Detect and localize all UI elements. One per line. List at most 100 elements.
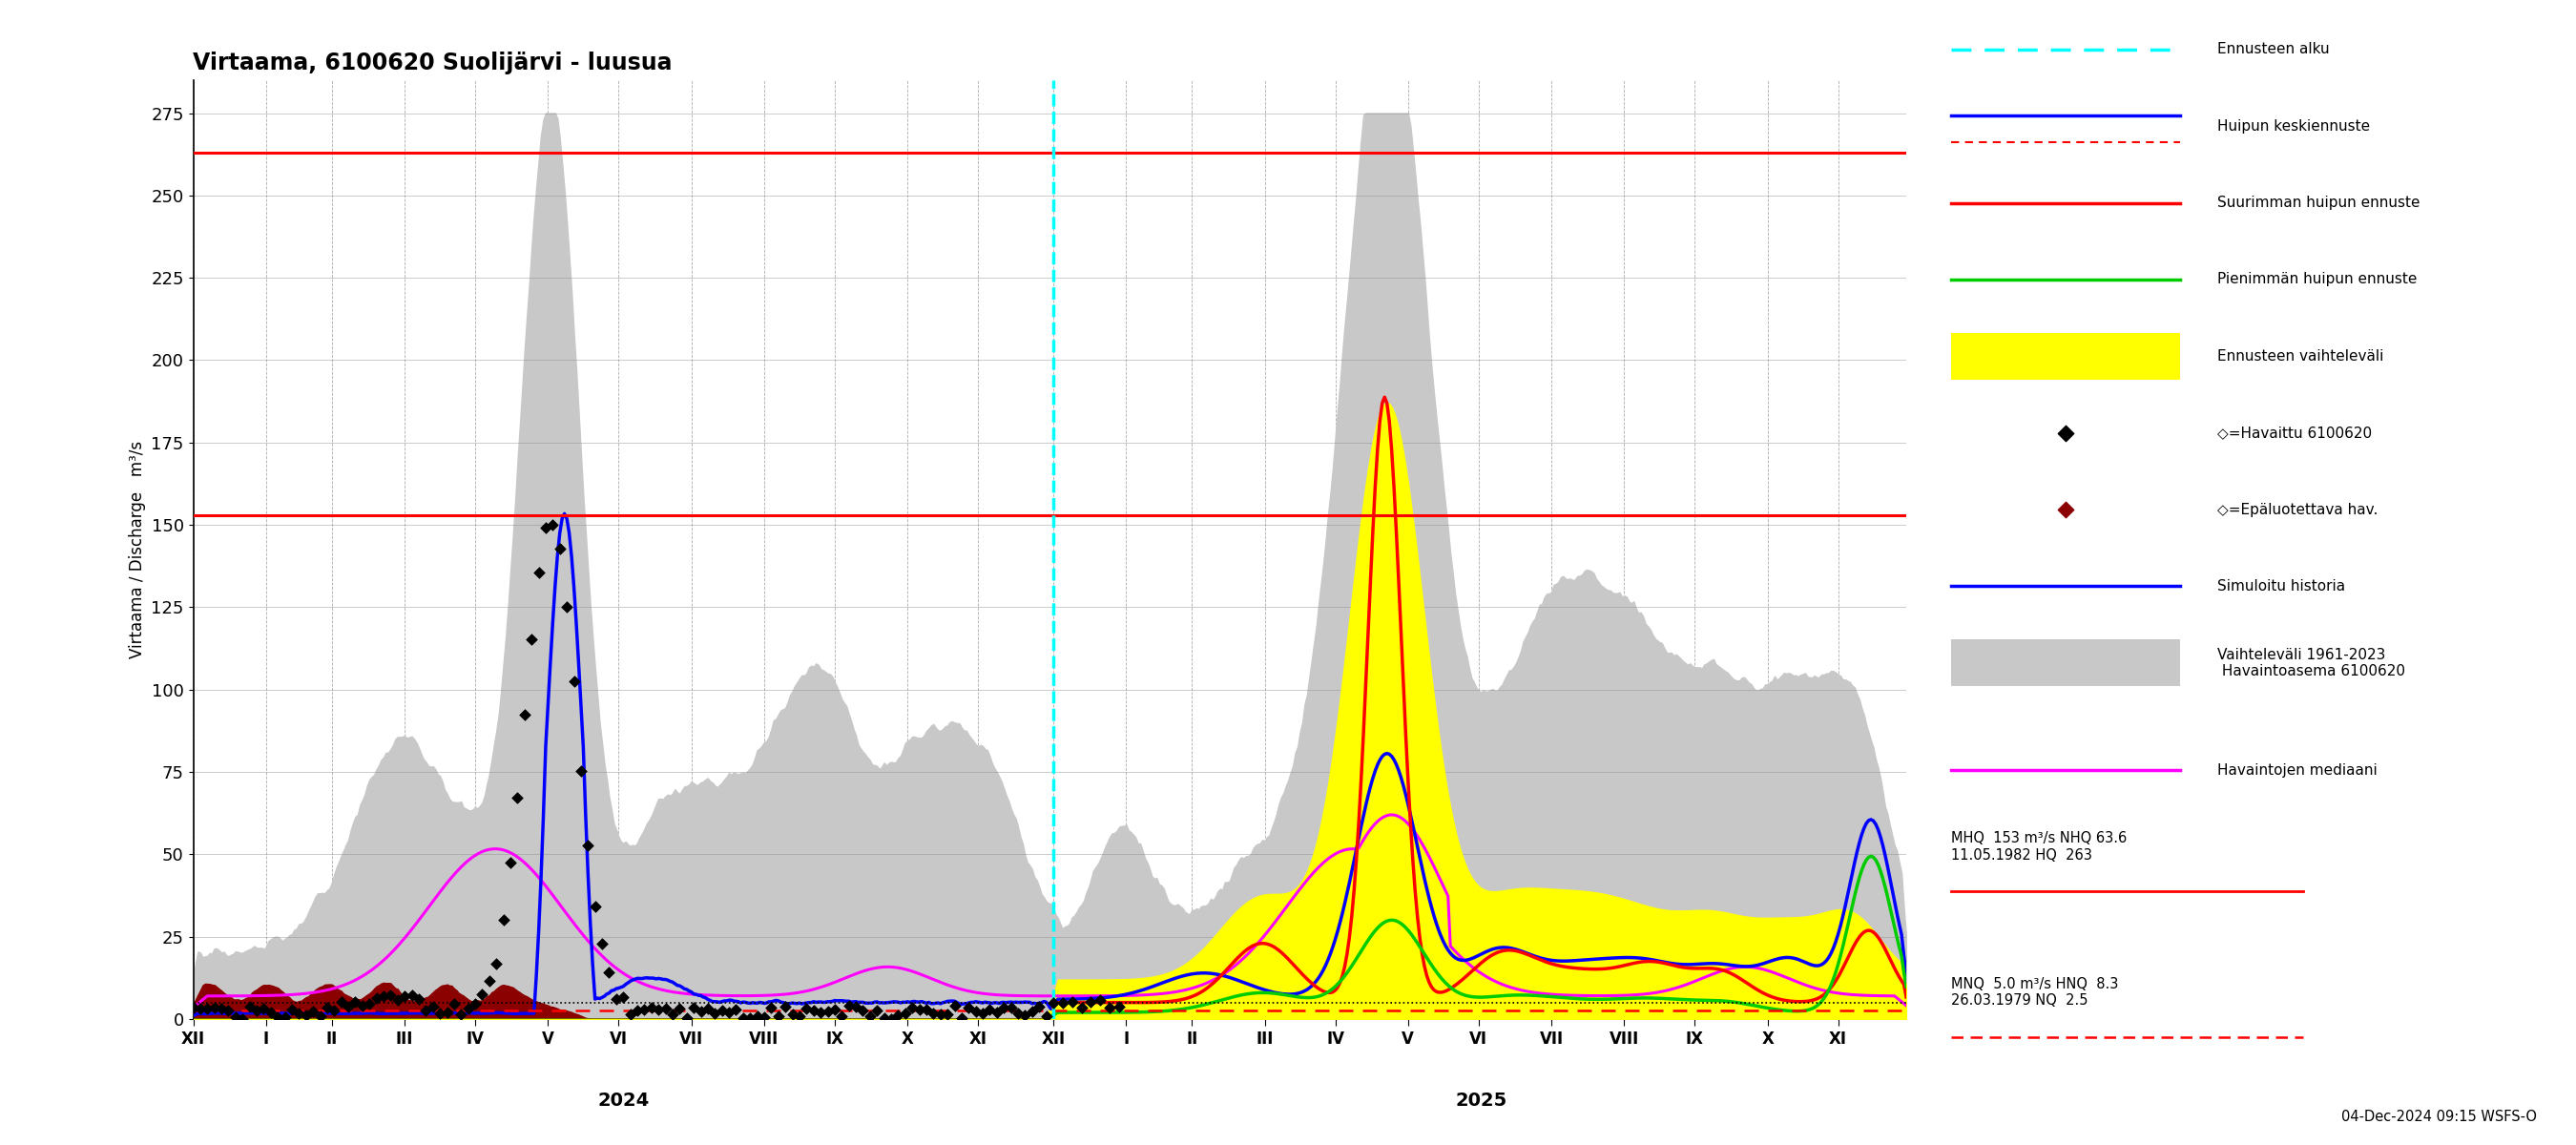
Point (786, 1000, 827, 1018)
Point (440, 1005, 482, 1024)
Point (237, 1002, 278, 1020)
Point (644, 1000, 685, 1018)
Point (363, 987, 404, 1005)
Text: MHQ  153 m³/s NHQ 63.6
11.05.1982 HQ  263: MHQ 153 m³/s NHQ 63.6 11.05.1982 HQ 263 (1950, 831, 2128, 862)
Point (969, 1001, 1010, 1019)
Point (680, 1003, 721, 1021)
Point (193, 998, 234, 1017)
Point (639, 1001, 680, 1019)
Point (270, 1001, 312, 1019)
Point (878, 1006, 920, 1025)
Point (1018, 997, 1059, 1016)
Point (343, 997, 384, 1016)
Point (963, 1004, 1005, 1022)
Point (404, 1002, 446, 1020)
Point (533, 516, 574, 535)
Text: 04-Dec-2024 09:15 WSFS-O: 04-Dec-2024 09:15 WSFS-O (2342, 1111, 2537, 1124)
Text: Suurimman huipun ennuste: Suurimman huipun ennuste (2218, 196, 2419, 210)
Point (672, 998, 714, 1017)
Point (384, 987, 425, 1005)
Point (371, 986, 412, 1004)
Point (574, 898, 616, 916)
Point (242, 1000, 283, 1018)
Point (806, 1003, 848, 1021)
Point (469, 972, 510, 990)
Point (603, 988, 644, 1006)
Point (984, 998, 1025, 1017)
Point (773, 1005, 814, 1024)
Text: Pienimmän huipun ennuste: Pienimmän huipun ennuste (2218, 273, 2416, 286)
Point (185, 1000, 227, 1018)
Point (355, 989, 397, 1008)
Point (214, 1008, 255, 1026)
Point (822, 1006, 863, 1025)
Point (222, 1010, 263, 1028)
Text: ◇=Epäluotettava hav.: ◇=Epäluotettava hav. (2218, 503, 2378, 516)
Point (778, 1008, 819, 1026)
Point (976, 1003, 1018, 1021)
Point (319, 993, 361, 1011)
Point (920, 1005, 961, 1024)
Point (616, 1001, 657, 1019)
Point (871, 1010, 912, 1028)
Point (855, 1001, 896, 1019)
Point (1069, 993, 1110, 1011)
Point (412, 997, 453, 1016)
Point (229, 997, 270, 1016)
Point (721, 1009, 762, 1027)
Point (173, 998, 214, 1017)
Point (850, 1008, 891, 1026)
Point (948, 998, 989, 1017)
Point (757, 1006, 799, 1025)
Point (667, 1009, 708, 1027)
Point (729, 1009, 770, 1027)
Point (482, 911, 523, 930)
Text: Simuloitu historia: Simuloitu historia (2218, 579, 2344, 593)
Point (250, 1003, 291, 1021)
Point (453, 994, 495, 1012)
Point (927, 1005, 969, 1024)
Text: 2024: 2024 (598, 1091, 649, 1110)
Point (696, 1004, 737, 1022)
Point (562, 761, 603, 780)
Text: Huipun keskiennuste: Huipun keskiennuste (2218, 119, 2370, 133)
Point (567, 836, 608, 854)
Point (526, 519, 567, 537)
Point (1012, 1002, 1054, 1020)
Point (327, 997, 368, 1016)
Point (587, 963, 629, 981)
Point (538, 540, 580, 559)
Point (835, 997, 876, 1016)
Point (335, 993, 376, 1011)
Point (793, 1001, 835, 1019)
Text: Ennusteen alku: Ennusteen alku (2218, 42, 2329, 56)
Point (420, 1004, 461, 1022)
Point (1051, 993, 1092, 1011)
Point (701, 1002, 742, 1020)
Text: Vaihteleväli 1961-2023
 Havaintoasema 6100620: Vaihteleväli 1961-2023 Havaintoasema 610… (2218, 647, 2406, 678)
Point (307, 998, 348, 1017)
Text: ◇=Havaittu 6100620: ◇=Havaittu 6100620 (2218, 426, 2372, 440)
Point (348, 994, 389, 1012)
Point (286, 1006, 327, 1025)
Point (631, 998, 672, 1017)
Text: Ennusteen vaihteleväli: Ennusteen vaihteleväli (2218, 349, 2383, 363)
Point (510, 630, 551, 648)
Point (997, 1004, 1038, 1022)
Point (891, 998, 933, 1017)
Point (884, 1004, 925, 1022)
Point (989, 998, 1030, 1017)
Point (505, 705, 546, 724)
Point (912, 1004, 953, 1022)
Point (294, 1002, 335, 1020)
Point (737, 1006, 778, 1025)
Point (907, 1000, 948, 1018)
Point (448, 1000, 489, 1018)
Point (461, 985, 502, 1003)
Point (518, 563, 559, 582)
Point (623, 1000, 665, 1018)
Point (1090, 998, 1131, 1017)
Y-axis label: Virtaama / Discharge   m³/s: Virtaama / Discharge m³/s (129, 441, 147, 658)
Bar (1950, 639, 2179, 686)
Point (209, 1002, 250, 1020)
